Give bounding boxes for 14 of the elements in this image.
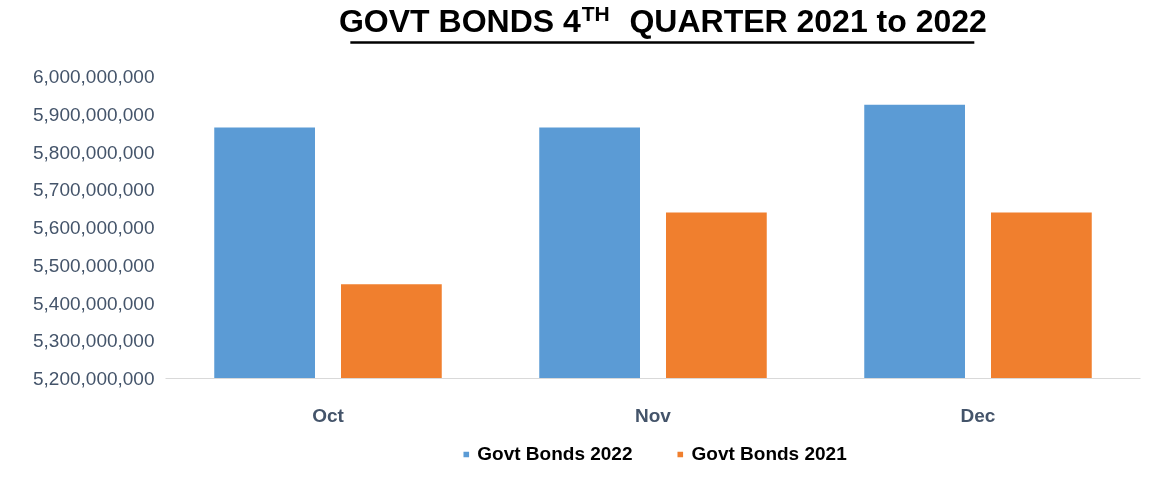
y-tick-label: 6,000,000,000 (32, 66, 155, 87)
y-tick-label: 5,600,000,000 (32, 217, 155, 238)
y-tick-label: 5,700,000,000 (32, 179, 155, 201)
y-tick-label: 5,400,000,000 (32, 292, 155, 314)
y-tick-label: 5,200,000,000 (32, 368, 155, 389)
y-tick-label: 5,300,000,000 (32, 330, 155, 352)
y-tick-label: 5,500,000,000 (32, 254, 155, 276)
x-tick-label: Oct (312, 404, 345, 426)
legend-label: Govt Bonds 2022 (477, 443, 633, 465)
x-tick-label: Nov (635, 404, 672, 426)
y-tick-label: 5,900,000,000 (32, 103, 155, 125)
y-tick-label: 5,800,000,000 (32, 141, 155, 163)
x-tick-label: Dec (960, 404, 996, 426)
legend-label: Govt Bonds 2021 (691, 443, 847, 465)
